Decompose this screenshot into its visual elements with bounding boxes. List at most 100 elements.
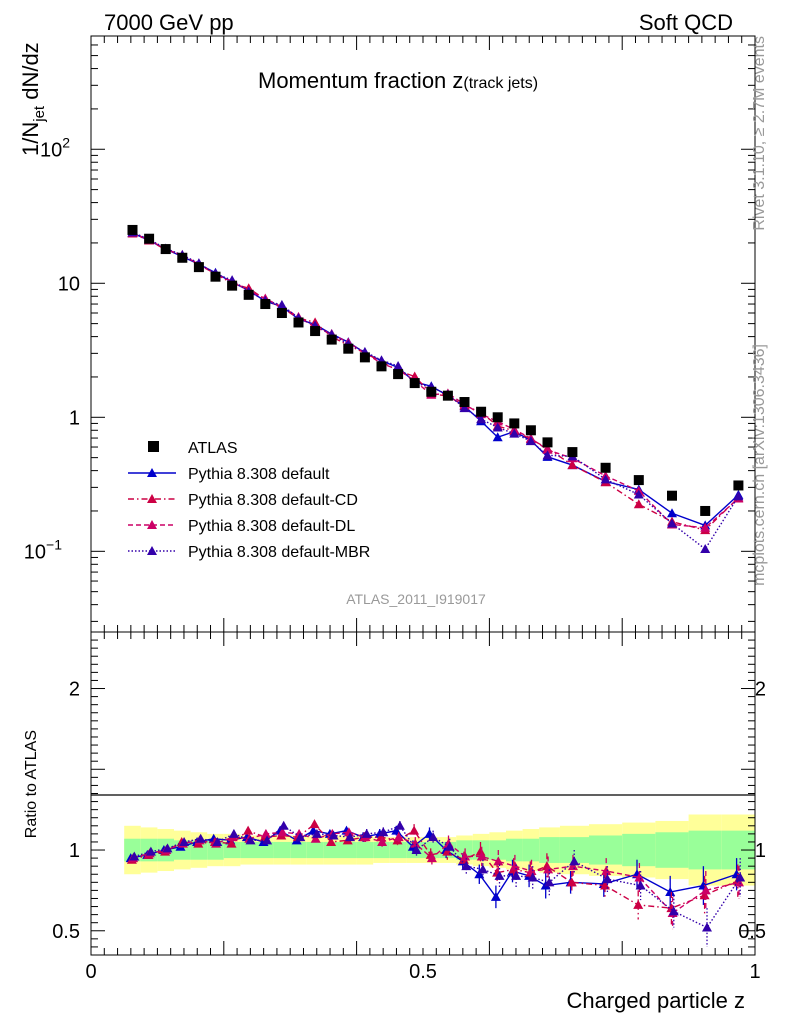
ratio-series-marker: [394, 820, 405, 830]
main-series-marker: [567, 460, 578, 470]
chart-title: Momentum fraction z(track jets): [258, 68, 538, 93]
ratio-y-tick-label-left: 2: [69, 679, 80, 701]
ratio-panel-frame: [90, 631, 756, 956]
ratio-band-inner: [655, 832, 689, 868]
ratio-series-marker: [568, 861, 578, 871]
ratio-series-marker: [212, 836, 223, 846]
ratio-band-inner: [622, 833, 656, 867]
ratio-series-marker: [393, 832, 404, 842]
rivet-version-label: Rivet 3.1.10, ≥ 2.7M events: [751, 36, 768, 231]
ratio-series-marker: [444, 841, 455, 851]
data-point: [177, 252, 188, 263]
ratio-series-marker: [428, 832, 439, 842]
data-point: [276, 308, 287, 319]
ratio-panel: 0.5 0.51 12 2 Ratio to ATLAS 0 0.5 1 Charged …: [23, 631, 766, 1013]
main-y-tick-label: 1: [69, 407, 80, 429]
data-point: [359, 352, 370, 363]
main-series-marker: [542, 444, 553, 454]
ratio-band-inner: [522, 838, 540, 862]
data-point: [210, 271, 221, 282]
legend-marker-3: [147, 520, 157, 529]
ratio-y-tick-label-right: 0.5: [738, 921, 766, 943]
data-point: [476, 406, 487, 417]
ratio-series-marker: [734, 877, 744, 887]
header-energy: 7000 GeV pp: [104, 10, 234, 35]
ratio-series-marker: [509, 861, 520, 871]
ratio-axis-ticks: [90, 631, 756, 955]
ratio-series-marker: [543, 864, 554, 874]
ratio-series-marker: [228, 828, 239, 838]
main-axis-ticks: [90, 35, 756, 632]
x-tick-label: 0.5: [409, 961, 437, 983]
ratio-series-marker: [377, 836, 388, 846]
ratio-series-marker: [511, 870, 522, 880]
mcplots-reference-label: mcplots.cern.ch [arXiv:1306.3436]: [751, 344, 768, 586]
main-data-points: [127, 224, 744, 516]
ratio-series-marker: [566, 877, 577, 887]
ratio-series-marker: [634, 872, 645, 882]
ratio-series-marker: [527, 872, 538, 882]
ratio-series-marker: [243, 825, 254, 835]
ratio-series-marker: [477, 864, 488, 874]
chart-title-variable: z: [452, 68, 463, 93]
ratio-band-inner: [257, 841, 274, 859]
ratio-series-marker: [411, 845, 422, 855]
ratio-series-marker: [476, 851, 487, 861]
data-point: [293, 317, 304, 328]
ratio-y-tick-label-right: 1: [755, 840, 766, 862]
data-point: [525, 425, 536, 436]
ratio-series-marker: [345, 832, 356, 842]
main-series-marker: [733, 491, 744, 501]
main-series-marker: [542, 450, 553, 460]
chart-title-subtitle: (track jets): [463, 75, 538, 92]
data-point: [393, 369, 404, 380]
ratio-series-marker: [260, 828, 271, 838]
data-point: [426, 386, 437, 397]
main-series-marker: [509, 428, 520, 438]
ratio-series-marker: [665, 887, 676, 897]
data-point: [700, 505, 711, 516]
main-y-tick-label: 10: [58, 273, 80, 295]
data-point: [243, 289, 254, 300]
ratio-series-marker: [426, 853, 437, 863]
data-point: [492, 412, 503, 423]
main-series-marker: [276, 299, 287, 309]
ratio-series-marker: [601, 866, 612, 876]
ratio-series-marker: [544, 877, 555, 887]
data-point: [193, 262, 204, 273]
data-point: [459, 397, 470, 408]
ratio-series-marker: [309, 819, 320, 829]
ratio-series-marker: [326, 836, 337, 846]
analysis-id: ATLAS_2011_I919017: [346, 591, 486, 607]
legend-marker-2: [147, 494, 157, 503]
legend-marker-4: [147, 546, 157, 555]
main-y-tick-label: 10−1: [24, 536, 62, 563]
ratio-band-inner: [356, 841, 374, 859]
ratio-series-marker: [699, 890, 710, 900]
ratio-series-marker: [295, 832, 306, 842]
ratio-series-marker: [278, 820, 289, 830]
x-tick-labels: 0 0.5 1: [85, 961, 760, 983]
data-point: [160, 244, 171, 255]
ratio-series-group: [125, 819, 746, 947]
ratio-band-inner: [323, 841, 340, 859]
legend-label-3: Pythia 8.308 default-DL: [188, 518, 355, 535]
ratio-series-marker: [277, 827, 288, 837]
main-panel-frame: [90, 35, 756, 633]
ratio-tick-labels: 0.5 0.5 1 1 2 2: [52, 679, 766, 943]
ratio-series-marker: [245, 835, 256, 845]
ratio-series-marker: [493, 856, 504, 866]
ratio-series-marker: [409, 825, 420, 835]
legend-marker-data: [148, 441, 159, 452]
ratio-series-marker: [311, 828, 322, 838]
data-point: [442, 390, 453, 401]
ratio-series-marker: [474, 869, 485, 879]
legend-label-data: ATLAS: [188, 440, 238, 457]
ratio-band-inner: [306, 841, 324, 859]
main-series-marker: [667, 518, 677, 528]
ratio-series-marker: [475, 846, 486, 856]
ratio-band-inner: [506, 838, 523, 862]
data-point: [667, 490, 677, 501]
ratio-series-4: [129, 820, 746, 947]
